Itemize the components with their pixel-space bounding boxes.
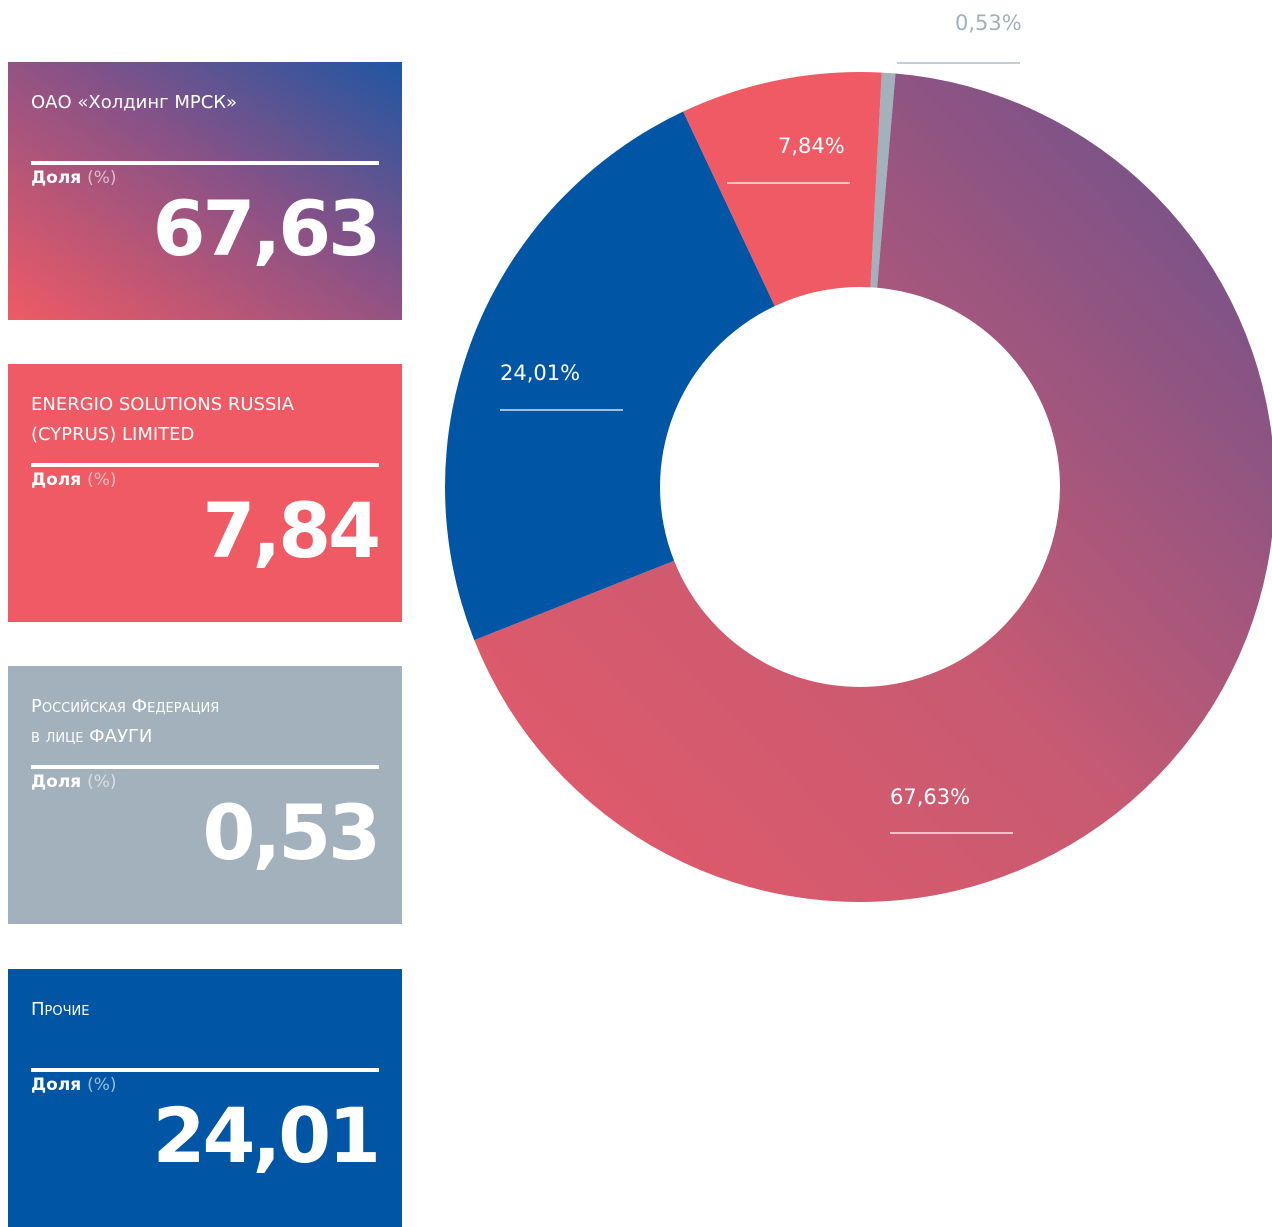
card-name: ОАО «Холдинг МРСК» (31, 88, 237, 118)
share-label: Доля (31, 772, 82, 792)
card-value-text: 67,63 (152, 184, 381, 273)
card-name-text: Прочие (31, 999, 90, 1020)
card-share: Доля (%) (31, 1075, 117, 1095)
card-rule (31, 463, 379, 467)
card-value-text: 0,53 (202, 788, 381, 877)
slice-label: 0,53% (955, 11, 1022, 35)
card-value: 24,01 (152, 1091, 381, 1180)
card-name-text: ENERGIO SOLUTIONS RUSSIA (CYPRUS) LIMITE… (31, 394, 295, 445)
share-label: Доля (31, 1075, 82, 1095)
unit-label: (%) (87, 470, 117, 490)
card-value-text: 7,84 (202, 486, 381, 575)
card-rule (31, 765, 379, 769)
card-share: Доля (%) (31, 772, 117, 792)
card-value: 67,63 (152, 184, 381, 273)
slice-label: 67,63% (890, 785, 970, 809)
card-rule (31, 161, 379, 165)
card-name: Российская Федерация в лице ФАУГИ (31, 692, 219, 752)
share-label: Доля (31, 470, 82, 490)
card-name: Прочие (31, 995, 89, 1025)
card-value-text: 24,01 (152, 1091, 381, 1180)
legend-card: Российская Федерация в лице ФАУГИ Доля (%… (8, 666, 402, 924)
legend-card: ОАО «Холдинг МРСК» Доля (%) 67,63 (8, 62, 402, 320)
donut-slice (870, 72, 896, 288)
card-share: Доля (%) (31, 470, 117, 490)
legend-card: Прочие Доля (%) 24,01 (8, 969, 402, 1227)
unit-label: (%) (87, 1075, 117, 1095)
share-label: Доля (31, 168, 82, 188)
unit-label: (%) (87, 772, 117, 792)
legend-card: ENERGIO SOLUTIONS RUSSIA (CYPRUS) LIMITE… (8, 364, 402, 622)
card-name: ENERGIO SOLUTIONS RUSSIA (CYPRUS) LIMITE… (31, 390, 294, 450)
donut-slice (445, 111, 775, 641)
card-rule (31, 1068, 379, 1072)
card-name-text: ОАО «Холдинг МРСК» (31, 92, 238, 113)
donut-slice (683, 72, 882, 307)
card-value: 7,84 (202, 486, 381, 575)
card-value: 0,53 (202, 788, 381, 877)
slice-label: 24,01% (500, 361, 580, 385)
card-name-text: Российская Федерация в лице ФАУГИ (31, 696, 220, 747)
donut-slice (474, 73, 1272, 902)
unit-label: (%) (87, 168, 117, 188)
slice-label: 7,84% (778, 134, 845, 158)
card-share: Доля (%) (31, 168, 117, 188)
